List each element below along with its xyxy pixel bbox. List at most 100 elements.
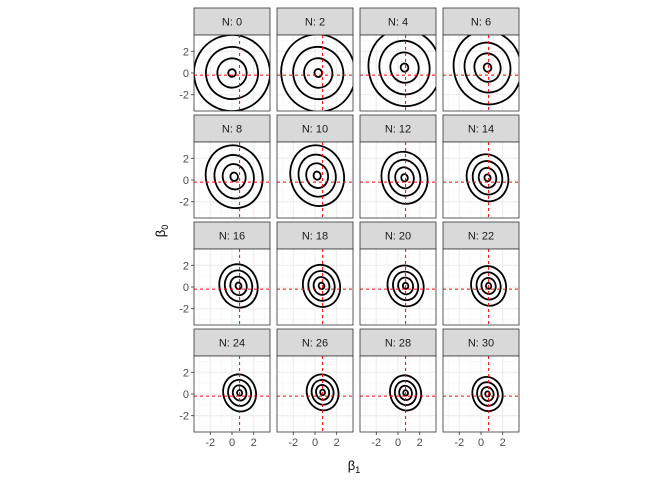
panel-border xyxy=(276,141,354,219)
panel-inner xyxy=(443,35,519,111)
facet-strip xyxy=(193,114,271,143)
contour-line xyxy=(194,35,270,111)
contour-line xyxy=(313,68,323,78)
panel-inner xyxy=(277,356,353,432)
y-tick-label: -2 xyxy=(179,90,189,102)
y-tick-label: 2 xyxy=(183,367,189,379)
contour-line xyxy=(392,270,420,302)
contour-line xyxy=(389,374,423,412)
y-axis-title-main: β xyxy=(153,230,168,237)
facet-panels: N: 0 -2 0 2 N: 2 N: 4 N: 6 N: 8 -2 0 2 N: 10 N: 12 N:… xyxy=(179,7,520,449)
facet-panel: N: 22 xyxy=(442,221,520,326)
contour-line xyxy=(471,376,504,412)
facet-strip-label: N: 0 xyxy=(222,17,242,29)
y-tick-label: 0 xyxy=(183,282,189,294)
facet-strip xyxy=(193,221,271,250)
x-tick-label: -2 xyxy=(205,437,215,449)
x-tick-label: -2 xyxy=(288,437,298,449)
contour-line xyxy=(315,384,331,401)
facet-strip-label: N: 12 xyxy=(385,124,411,136)
y-tick-label: -2 xyxy=(179,197,189,209)
panel-border xyxy=(442,141,520,219)
x-axis-title: β1 xyxy=(348,458,361,475)
contour-line xyxy=(303,57,334,89)
contour-line xyxy=(221,163,247,191)
facet-strip-label: N: 18 xyxy=(302,231,328,243)
facet-panel: N: 30 -2 0 2 xyxy=(442,328,520,449)
facet-panel: N: 26 -2 0 2 xyxy=(276,328,354,449)
contour-line xyxy=(475,271,502,301)
facet-strip xyxy=(359,7,437,36)
facet-panel: N: 16 -2 0 2 xyxy=(179,221,271,326)
x-axis-title-main: β xyxy=(348,458,355,473)
contour-line xyxy=(477,167,498,189)
y-tick-label: 0 xyxy=(183,389,189,401)
x-tick-label: 2 xyxy=(251,437,257,449)
contour-line xyxy=(389,51,420,84)
facet-strip xyxy=(442,328,520,357)
contour-line xyxy=(380,150,429,205)
contour-line xyxy=(310,379,335,406)
facet-strip xyxy=(193,7,271,36)
contour-line xyxy=(218,263,259,309)
facet-strip xyxy=(276,221,354,250)
panel-inner xyxy=(443,249,519,325)
facet-strip-label: N: 2 xyxy=(305,17,325,29)
panel-border xyxy=(359,248,437,326)
contour-line xyxy=(471,160,504,196)
facet-strip xyxy=(442,7,520,36)
facet-panel: N: 14 xyxy=(442,114,520,219)
facet-strip-label: N: 20 xyxy=(385,231,411,243)
panel-border xyxy=(359,34,437,112)
contour-line xyxy=(400,173,409,183)
facet-strip xyxy=(442,114,520,143)
facet-panel: N: 6 xyxy=(442,7,520,112)
facet-panel: N: 12 xyxy=(359,114,437,219)
facet-panel: N: 18 xyxy=(276,221,354,326)
panel-border xyxy=(276,34,354,112)
panel-inner xyxy=(194,249,270,325)
facet-panel: N: 10 xyxy=(276,114,354,219)
x-tick-label: -2 xyxy=(371,437,381,449)
contour-line xyxy=(222,373,257,413)
contour-line xyxy=(401,281,410,290)
x-tick-label: 2 xyxy=(417,437,423,449)
facet-panel: N: 24 -2 0 2 -2 0 2 xyxy=(179,328,271,449)
facet-strip-label: N: 16 xyxy=(219,231,245,243)
contour-line xyxy=(317,281,326,291)
y-tick-label: 2 xyxy=(183,153,189,165)
contour-line xyxy=(476,381,499,407)
facet-strip xyxy=(193,328,271,357)
contour-line xyxy=(394,166,415,190)
contour-line xyxy=(485,282,493,290)
contour-line xyxy=(484,390,491,398)
contour-line xyxy=(463,41,512,94)
y-tick-label: 2 xyxy=(183,260,189,272)
contour-line xyxy=(470,265,508,307)
x-tick-label: 0 xyxy=(229,437,235,449)
facet-strip-label: N: 6 xyxy=(471,17,491,29)
contour-line xyxy=(216,57,248,89)
panel-inner xyxy=(360,35,436,111)
contour-line xyxy=(393,379,418,406)
panel-border xyxy=(276,248,354,326)
contour-line xyxy=(465,153,510,203)
contour-line xyxy=(480,276,497,295)
facet-panel: N: 28 -2 0 2 xyxy=(359,328,437,449)
contour-line xyxy=(205,46,259,100)
contour-line xyxy=(280,35,353,111)
panel-inner xyxy=(194,35,270,111)
contour-line xyxy=(367,35,436,107)
contour-line xyxy=(483,173,492,183)
contour-line xyxy=(204,144,264,210)
panel-inner xyxy=(194,142,270,218)
panel-inner xyxy=(360,249,436,325)
contour-line xyxy=(312,276,331,296)
contour-line xyxy=(236,389,244,397)
panel-inner xyxy=(360,356,436,432)
facet-strip-label: N: 4 xyxy=(388,17,408,29)
contour-line xyxy=(397,276,414,296)
contour-line xyxy=(402,389,409,397)
facet-strip-label: N: 10 xyxy=(302,124,328,136)
